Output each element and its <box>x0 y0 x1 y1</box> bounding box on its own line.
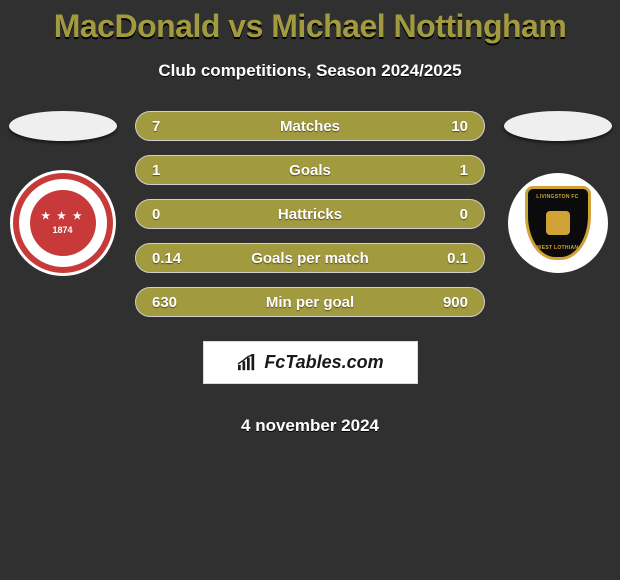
stat-left-value: 1 <box>152 162 188 179</box>
left-badge-stars: ★ ★ ★ <box>41 211 83 222</box>
right-club-badge-wrap: LIVINGSTON FC WEST LOTHIAN <box>508 173 608 273</box>
stat-row-matches: 7 Matches 10 <box>135 111 485 141</box>
left-player-column: ★ ★ ★ 1874 <box>6 111 119 273</box>
player-photo-placeholder-right <box>504 111 612 141</box>
bar-chart-icon <box>236 354 258 372</box>
stat-right-value: 0.1 <box>432 250 468 267</box>
stat-label: Goals <box>289 162 331 179</box>
right-player-column: LIVINGSTON FC WEST LOTHIAN <box>501 111 614 273</box>
stat-row-goals-per-match: 0.14 Goals per match 0.1 <box>135 243 485 273</box>
stat-left-value: 7 <box>152 118 188 135</box>
page-subtitle: Club competitions, Season 2024/2025 <box>0 61 620 81</box>
shield-emblem <box>546 211 570 235</box>
stat-label: Min per goal <box>266 294 354 311</box>
left-club-badge: ★ ★ ★ 1874 <box>13 173 113 273</box>
date-line: 4 november 2024 <box>241 416 379 436</box>
right-club-badge: LIVINGSTON FC WEST LOTHIAN <box>508 173 608 273</box>
stat-right-value: 0 <box>432 206 468 223</box>
left-club-badge-wrap: ★ ★ ★ 1874 <box>13 173 113 273</box>
stat-left-value: 630 <box>152 294 188 311</box>
stat-row-goals: 1 Goals 1 <box>135 155 485 185</box>
stat-label: Hattricks <box>278 206 342 223</box>
comparison-infographic: MacDonald vs Michael Nottingham Club com… <box>0 0 620 436</box>
stats-column: 7 Matches 10 1 Goals 1 0 Hattricks 0 0.1… <box>135 111 485 436</box>
stat-right-value: 900 <box>432 294 468 311</box>
stat-label: Matches <box>280 118 340 135</box>
stat-right-value: 10 <box>432 118 468 135</box>
brand-box: FcTables.com <box>203 341 418 384</box>
right-badge-shield: LIVINGSTON FC WEST LOTHIAN <box>525 186 591 260</box>
stat-left-value: 0.14 <box>152 250 188 267</box>
shield-bottom-text: WEST LOTHIAN <box>537 245 579 251</box>
left-badge-inner: ★ ★ ★ 1874 <box>30 190 96 256</box>
player-photo-placeholder-left <box>9 111 117 141</box>
left-badge-year: 1874 <box>52 225 72 235</box>
stat-left-value: 0 <box>152 206 188 223</box>
stat-label: Goals per match <box>251 250 369 267</box>
stat-right-value: 1 <box>432 162 468 179</box>
stat-row-min-per-goal: 630 Min per goal 900 <box>135 287 485 317</box>
page-title: MacDonald vs Michael Nottingham <box>0 8 620 45</box>
brand-text: FcTables.com <box>264 352 383 373</box>
main-row: ★ ★ ★ 1874 7 Matches 10 1 Goals 1 0 Hatt… <box>0 111 620 436</box>
shield-top-text: LIVINGSTON FC <box>536 194 578 200</box>
stat-row-hattricks: 0 Hattricks 0 <box>135 199 485 229</box>
